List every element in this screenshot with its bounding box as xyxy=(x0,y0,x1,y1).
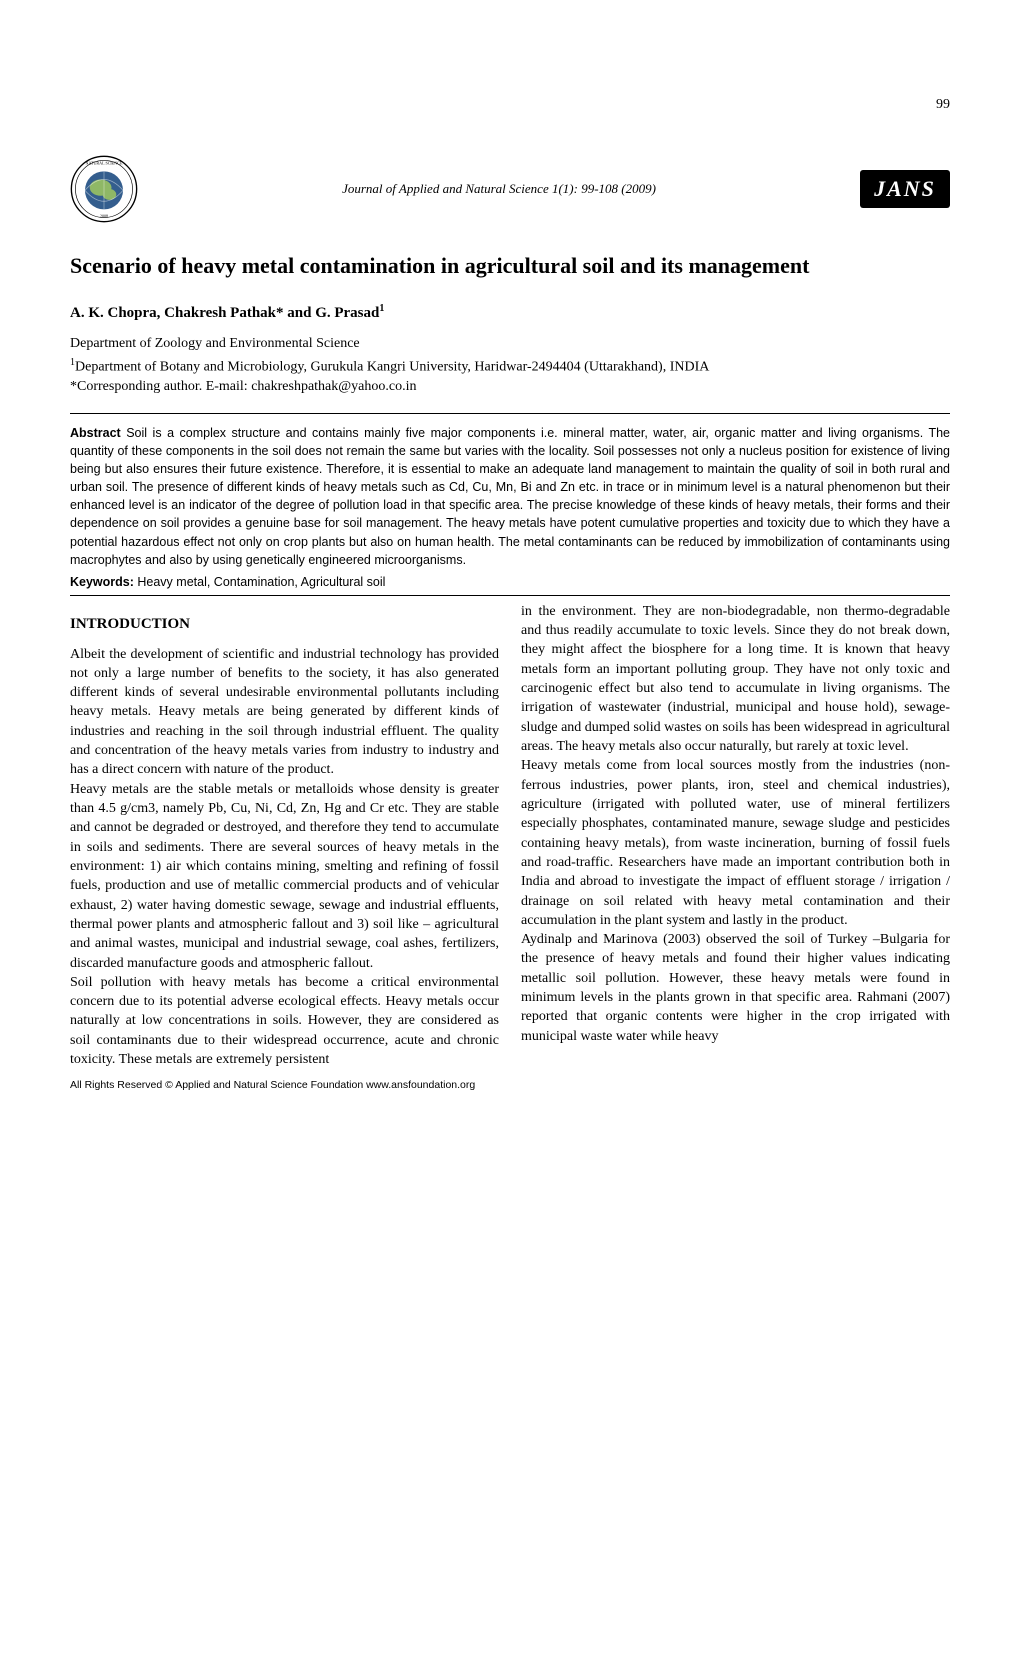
abstract-text: Soil is a complex structure and contains… xyxy=(70,426,950,567)
divider-bottom xyxy=(70,595,950,596)
paragraph: Aydinalp and Marinova (2003) observed th… xyxy=(521,930,950,1046)
affiliation-2-text: Department of Botany and Microbiology, G… xyxy=(75,359,709,374)
two-column-body: INTRODUCTION Albeit the development of s… xyxy=(70,602,950,1070)
column-right: in the environment. They are non-biodegr… xyxy=(521,602,950,1070)
paragraph: Albeit the development of scientific and… xyxy=(70,645,499,780)
article-title: Scenario of heavy metal contamination in… xyxy=(70,253,950,279)
keywords-text: Heavy metal, Contamination, Agricultural… xyxy=(134,575,386,589)
column-left: INTRODUCTION Albeit the development of s… xyxy=(70,602,499,1070)
svg-text:2008: 2008 xyxy=(100,214,108,219)
keywords-block: Keywords: Heavy metal, Contamination, Ag… xyxy=(70,575,950,589)
affiliation-line-1: Department of Zoology and Environmental … xyxy=(70,334,950,354)
header-row: NATURAL SCIENCE 2008 Journal of Applied … xyxy=(70,155,950,223)
svg-text:NATURAL SCIENCE: NATURAL SCIENCE xyxy=(86,161,123,166)
keywords-label: Keywords: xyxy=(70,575,134,589)
journal-citation: Journal of Applied and Natural Science 1… xyxy=(138,181,860,197)
authors: A. K. Chopra, Chakresh Pathak* and G. Pr… xyxy=(70,303,950,322)
paragraph: Heavy metals come from local sources mos… xyxy=(521,756,950,930)
paragraph: Heavy metals are the stable metals or me… xyxy=(70,780,499,973)
abstract-label: Abstract xyxy=(70,426,121,440)
footer-copyright: All Rights Reserved © Applied and Natura… xyxy=(70,1079,950,1091)
introduction-heading: INTRODUCTION xyxy=(70,614,499,635)
jans-logo-text: JANS xyxy=(874,176,936,202)
divider-top xyxy=(70,413,950,414)
paragraph: Soil pollution with heavy metals has bec… xyxy=(70,973,499,1070)
abstract-block: Abstract Soil is a complex structure and… xyxy=(70,424,950,569)
foundation-logo-icon: NATURAL SCIENCE 2008 xyxy=(70,155,138,223)
jans-logo-icon: JANS xyxy=(860,170,950,208)
paragraph: in the environment. They are non-biodegr… xyxy=(521,602,950,757)
author-superscript: 1 xyxy=(379,303,384,314)
authors-text: A. K. Chopra, Chakresh Pathak* and G. Pr… xyxy=(70,305,379,321)
corresponding-author: *Corresponding author. E-mail: chakreshp… xyxy=(70,379,950,395)
page-number: 99 xyxy=(936,97,950,113)
affiliation-line-2: 1Department of Botany and Microbiology, … xyxy=(70,356,950,377)
